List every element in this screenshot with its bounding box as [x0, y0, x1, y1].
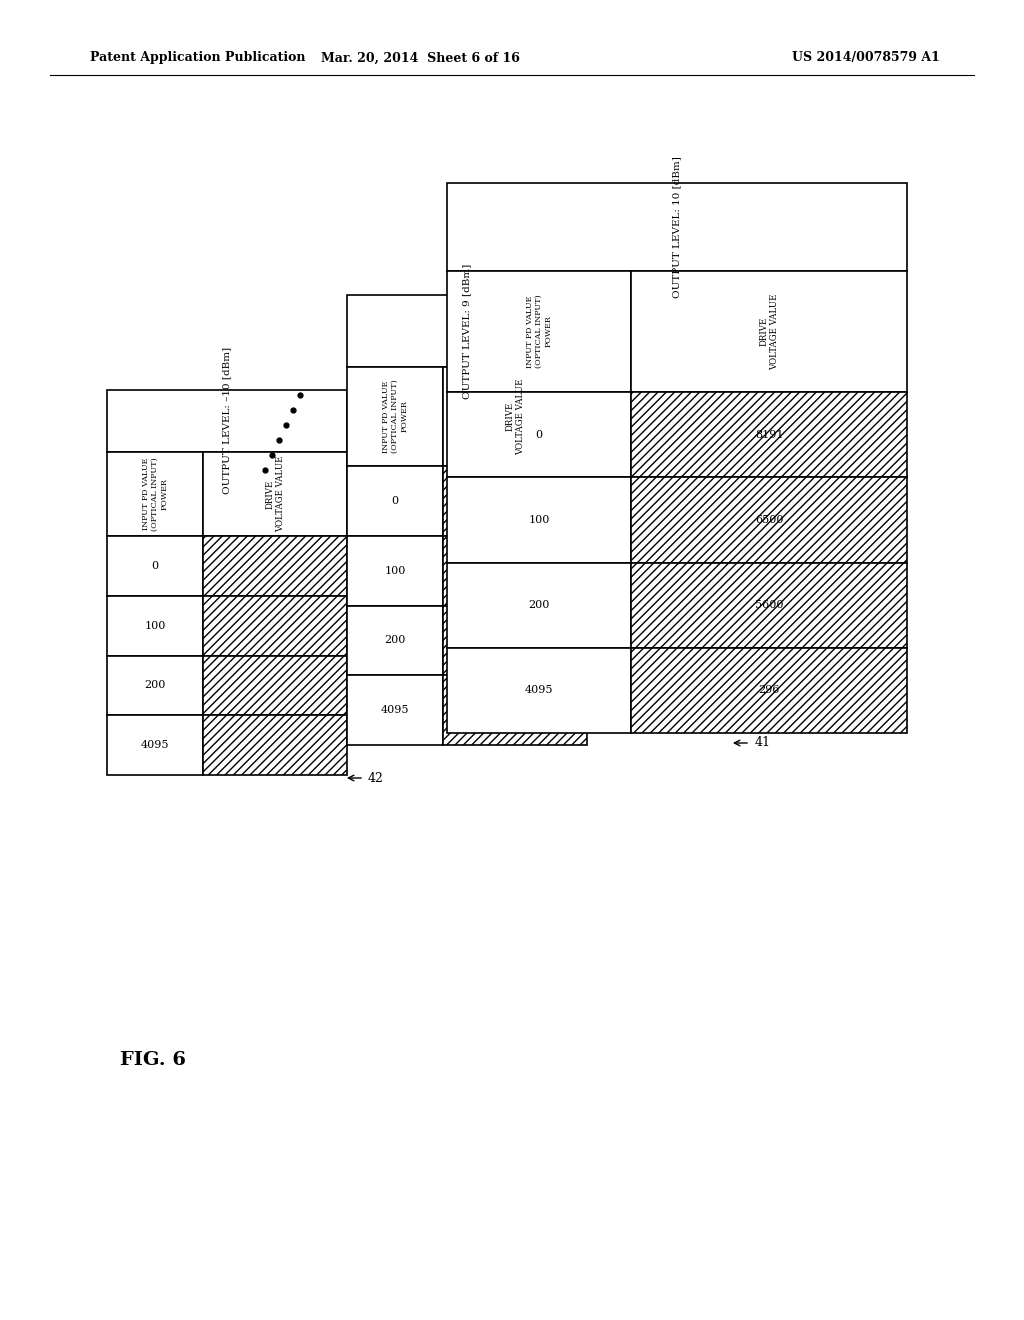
- Text: 0: 0: [391, 496, 398, 506]
- Bar: [347, 466, 443, 536]
- Bar: [631, 478, 907, 562]
- Text: 100: 100: [384, 566, 406, 576]
- Bar: [447, 271, 631, 392]
- Bar: [447, 562, 631, 648]
- Text: Patent Application Publication: Patent Application Publication: [90, 51, 305, 65]
- Text: 8191: 8191: [755, 429, 783, 440]
- Bar: [106, 389, 347, 451]
- Text: 200: 200: [144, 681, 166, 690]
- Text: DRIVE
VOLTAGE VALUE: DRIVE VOLTAGE VALUE: [505, 379, 524, 454]
- Bar: [203, 595, 347, 656]
- Bar: [447, 648, 631, 733]
- Text: 5600: 5600: [755, 601, 783, 610]
- Bar: [347, 294, 587, 367]
- Bar: [443, 606, 587, 676]
- Text: 0: 0: [152, 561, 159, 572]
- Bar: [447, 392, 631, 478]
- Text: INPUT PD VALUE
(OPTICAL INPUT)
POWER: INPUT PD VALUE (OPTICAL INPUT) POWER: [141, 457, 168, 531]
- Bar: [443, 367, 587, 466]
- Bar: [347, 367, 443, 466]
- Bar: [443, 676, 587, 744]
- Bar: [443, 466, 587, 536]
- Text: DRIVE
VOLTAGE VALUE: DRIVE VOLTAGE VALUE: [265, 455, 285, 532]
- Bar: [631, 392, 907, 478]
- Text: INPUT PD VALUE
(OPTICAL INPUT)
POWER: INPUT PD VALUE (OPTICAL INPUT) POWER: [382, 380, 409, 453]
- Bar: [106, 656, 203, 715]
- Bar: [203, 715, 347, 775]
- Bar: [631, 271, 907, 392]
- Bar: [203, 656, 347, 715]
- Text: 6500: 6500: [755, 515, 783, 525]
- Bar: [347, 606, 443, 676]
- Text: DRIVE
VOLTAGE VALUE: DRIVE VOLTAGE VALUE: [760, 293, 778, 370]
- Bar: [447, 478, 631, 562]
- Bar: [106, 715, 203, 775]
- Text: 41: 41: [755, 737, 771, 750]
- Text: 42: 42: [368, 771, 384, 784]
- Bar: [106, 536, 203, 595]
- Bar: [203, 536, 347, 595]
- Text: 296: 296: [759, 685, 779, 696]
- Text: 100: 100: [528, 515, 550, 525]
- Bar: [347, 676, 443, 744]
- Bar: [631, 648, 907, 733]
- Text: FIG. 6: FIG. 6: [120, 1051, 186, 1069]
- Bar: [443, 536, 587, 606]
- Bar: [447, 183, 907, 271]
- Text: 4095: 4095: [140, 741, 169, 750]
- Text: 200: 200: [384, 635, 406, 645]
- Bar: [106, 595, 203, 656]
- Bar: [631, 562, 907, 648]
- Text: 100: 100: [144, 620, 166, 631]
- Text: 200: 200: [528, 601, 550, 610]
- Text: Mar. 20, 2014  Sheet 6 of 16: Mar. 20, 2014 Sheet 6 of 16: [321, 51, 519, 65]
- Text: OUTPUT LEVEL: 9 [dBm]: OUTPUT LEVEL: 9 [dBm]: [463, 264, 471, 399]
- Text: 4095: 4095: [524, 685, 553, 696]
- Text: OUTPUT LEVEL: –10 [dBm]: OUTPUT LEVEL: –10 [dBm]: [222, 347, 231, 495]
- Text: US 2014/0078579 A1: US 2014/0078579 A1: [793, 51, 940, 65]
- Bar: [347, 536, 443, 606]
- Bar: [106, 451, 203, 536]
- Bar: [203, 451, 347, 536]
- Text: 0: 0: [536, 429, 543, 440]
- Text: OUTPUT LEVEL: 10 [dBm]: OUTPUT LEVEL: 10 [dBm]: [673, 156, 682, 298]
- Text: INPUT PD VALUE
(OPTICAL INPUT)
POWER: INPUT PD VALUE (OPTICAL INPUT) POWER: [525, 294, 552, 368]
- Text: 4095: 4095: [381, 705, 410, 715]
